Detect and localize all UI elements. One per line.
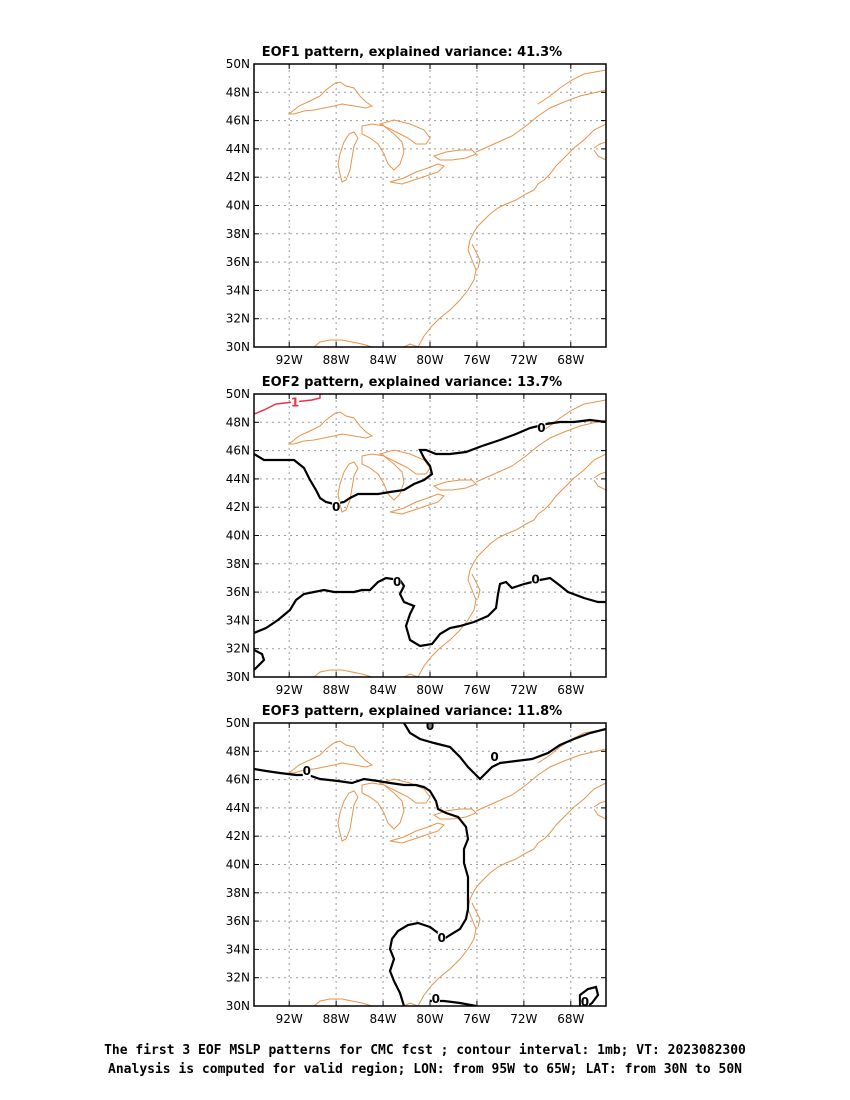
y-tick-label: 38N [226,557,250,571]
y-tick-label: 36N [226,585,250,599]
y-tick-label: 30N [226,340,250,354]
contour-label-bg [531,573,540,586]
y-tick-label: 48N [226,85,250,99]
x-tick-label: 84W [369,683,396,697]
contour-label: 0 [393,575,401,589]
y-tick-label: 50N [226,716,250,730]
y-tick-label: 46N [226,444,250,458]
y-tick-label: 46N [226,773,250,787]
x-tick-label: 68W [557,353,584,367]
y-tick-label: 44N [226,801,250,815]
y-tick-label: 50N [226,57,250,71]
x-tick-label: 76W [463,683,490,697]
y-tick-label: 34N [226,942,250,956]
y-tick-label: 32N [226,971,250,985]
y-tick-label: 34N [226,283,250,297]
contour-label: 0 [490,750,498,764]
contour-label-bg [580,995,589,1006]
y-tick-label: 40N [226,199,250,213]
y-tick-label: 44N [226,142,250,156]
y-tick-label: 40N [226,529,250,543]
x-tick-label: 80W [416,1012,443,1026]
y-tick-label: 32N [226,312,250,326]
contour-label: 0 [303,764,311,778]
contour-label-bg [332,501,341,514]
contour-label-bg [437,932,446,945]
caption-line-2: Analysis is computed for valid region; L… [108,1062,742,1077]
contour-label: 0 [432,992,440,1006]
y-tick-label: 44N [226,472,250,486]
x-tick-label: 84W [369,353,396,367]
contour-label-bg [431,992,440,1005]
contour-label: 0 [438,931,446,945]
x-tick-label: 88W [323,353,350,367]
x-tick-label: 84W [369,1012,396,1026]
y-tick-label: 36N [226,914,250,928]
map-area-2: 1 0 0 0 0 [254,394,606,677]
x-tick-label: 72W [510,1012,537,1026]
y-tick-label: 42N [226,829,250,843]
x-tick-label: 92W [276,1012,303,1026]
y-tick-label: 48N [226,415,250,429]
x-tick-label: 76W [463,1012,490,1026]
x-tick-label: 72W [510,683,537,697]
eof-panel-3: EOF3 pattern, explained variance: 11.8% … [226,704,607,1026]
contour-label: 0 [581,995,589,1009]
x-tick-label: 92W [276,353,303,367]
x-tick-label: 68W [557,683,584,697]
x-tick-label: 80W [416,683,443,697]
y-tick-label: 40N [226,858,250,872]
contour-label: 0 [531,572,539,586]
y-tick-label: 32N [226,642,250,656]
y-tick-label: 38N [226,886,250,900]
eof-panel-1: EOF1 pattern, explained variance: 41.3% 9… [226,45,607,367]
y-tick-label: 36N [226,255,250,269]
contour-label-bg [291,396,300,409]
eof-panel-2: EOF2 pattern, explained variance: 13.7% … [226,375,607,697]
contour-label-bg [490,750,499,763]
x-tick-label: 88W [323,1012,350,1026]
contour-label: 1 [291,395,299,409]
y-tick-label: 46N [226,114,250,128]
panel-title-3: EOF3 pattern, explained variance: 11.8% [262,704,562,719]
contour-label-bg [537,421,546,434]
y-tick-label: 42N [226,500,250,514]
y-tick-label: 34N [226,613,250,627]
map-area-1 [254,64,606,347]
y-tick-label: 50N [226,387,250,401]
x-tick-label: 76W [463,353,490,367]
x-tick-label: 92W [276,683,303,697]
panel-title-1: EOF1 pattern, explained variance: 41.3% [262,45,562,60]
contour-label-bg [302,765,311,778]
caption-line-1: The first 3 EOF MSLP patterns for CMC fc… [104,1043,746,1058]
contour-label: 0 [537,421,545,435]
y-tick-label: 48N [226,744,250,758]
x-tick-label: 80W [416,353,443,367]
y-tick-label: 42N [226,170,250,184]
contour-label: 0 [332,500,340,514]
y-tick-label: 30N [226,670,250,684]
x-tick-label: 72W [510,353,537,367]
contour-label-bg [393,576,402,589]
x-tick-label: 88W [323,683,350,697]
x-tick-label: 68W [557,1012,584,1026]
y-tick-label: 30N [226,999,250,1013]
y-tick-label: 38N [226,227,250,241]
panel-title-2: EOF2 pattern, explained variance: 13.7% [262,375,562,390]
